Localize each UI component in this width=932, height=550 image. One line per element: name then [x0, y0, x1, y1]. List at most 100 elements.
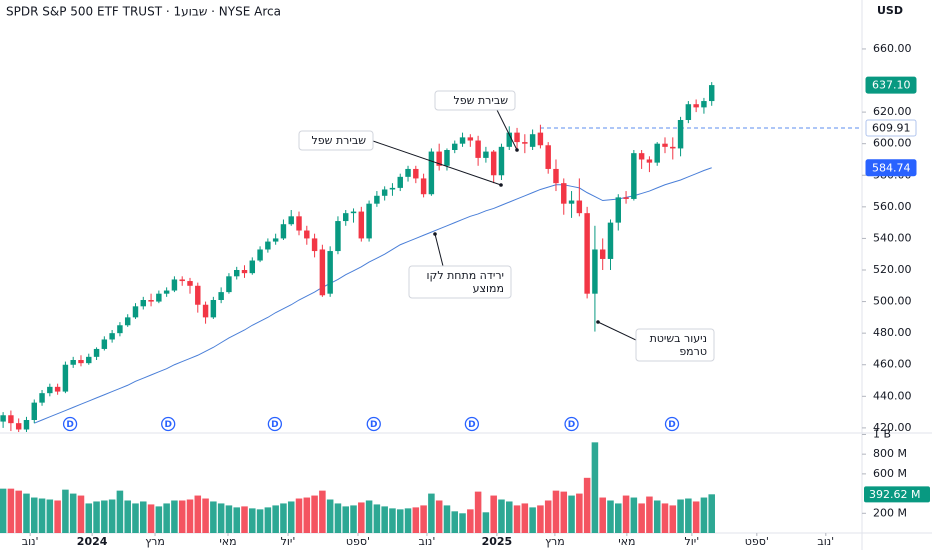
volume-bar: [607, 500, 614, 533]
candle-body: [514, 132, 520, 143]
volume-bar: [653, 500, 661, 533]
volume-bar: [264, 507, 272, 533]
volume-bar: [591, 442, 599, 533]
candle-body: [179, 279, 185, 282]
candle-body: [15, 423, 22, 430]
candle-body: [86, 356, 92, 364]
annotation-text: טרמפ: [679, 345, 707, 358]
candle-body: [459, 137, 466, 144]
volume-bar: [505, 501, 513, 533]
candle-body: [420, 178, 427, 195]
x-tick-label: 2024: [77, 535, 108, 548]
annotation-text: ממוצע: [473, 282, 504, 295]
annotation-connector: [372, 140, 502, 186]
candle-body: [124, 317, 131, 326]
volume-bar: [69, 493, 77, 533]
candle-body: [599, 249, 606, 259]
overlay: D D D D D D D שבירת שפל שבירת שפל ירידה מתחת לקומ…: [62, 90, 715, 432]
candle-body: [467, 137, 474, 141]
volume-bar: [171, 500, 178, 533]
volume-bar: [287, 501, 295, 533]
volume-bar: [669, 505, 677, 533]
candle-body: [335, 221, 341, 252]
volume-bar: [272, 505, 279, 533]
candle-body: [23, 420, 30, 430]
annotation-connector: [597, 321, 637, 341]
x-tick-label: נוב': [817, 535, 834, 548]
volume-bar: [708, 494, 715, 533]
candle-body: [537, 132, 544, 146]
dividend-label: D: [164, 420, 171, 430]
dividend-label: D: [271, 420, 278, 430]
candle-body: [568, 200, 575, 204]
volume-bar: [552, 490, 560, 533]
candle-body: [374, 195, 380, 204]
annotation-box: [434, 90, 516, 111]
candle-body: [343, 213, 349, 222]
dividend-marker: [664, 416, 680, 432]
volume-bar: [140, 501, 147, 533]
x-tick-label: מאי: [618, 535, 635, 548]
dividend-marker: [564, 416, 579, 432]
volume-bar: [381, 506, 388, 533]
candle-body: [280, 224, 287, 239]
volume-bar: [280, 503, 287, 533]
volume-bar: [583, 477, 591, 533]
y-tick-label: 420.00: [873, 421, 912, 434]
dividend-label: D: [66, 420, 73, 430]
volume-bar: [498, 499, 505, 533]
candle-body: [607, 222, 614, 259]
volume-bar: [622, 495, 630, 533]
volume-bar: [85, 503, 93, 533]
candle-body: [93, 348, 100, 357]
volume-bar: [482, 512, 490, 533]
candle-body: [358, 211, 365, 239]
y-tick-label: 500.00: [873, 295, 912, 308]
volume-bar: [7, 488, 15, 533]
volume-bar: [576, 493, 583, 533]
candle-body: [405, 168, 411, 177]
volume-bar: [155, 506, 163, 533]
candle-body: [413, 168, 419, 179]
candle-body: [31, 402, 37, 420]
annotation-anchor: [433, 232, 437, 236]
volume-bar: [646, 496, 653, 533]
candle-body: [483, 151, 489, 158]
volume-tick-label: 1 B: [873, 427, 891, 440]
candle-body: [47, 386, 53, 394]
candle-body: [109, 333, 115, 340]
candle-body: [646, 159, 653, 163]
x-tick-label: מרץ: [545, 535, 565, 548]
dividend-marker: [464, 416, 480, 432]
x-tick-label: ספט': [346, 535, 370, 548]
candle-body: [265, 241, 271, 250]
candle-body: [187, 281, 193, 286]
volume-bar: [311, 495, 318, 533]
annotation-text: ירידה מתחת לקו: [427, 269, 504, 282]
candle-body: [304, 230, 310, 239]
volume-tick-label: 800 M: [873, 447, 907, 460]
candle-body: [257, 249, 263, 261]
candle-body: [677, 120, 684, 149]
y-tick-label: 560.00: [873, 200, 912, 213]
volume-bar: [202, 498, 209, 533]
volume-bar: [350, 505, 357, 533]
candle-body: [8, 415, 14, 424]
candle-body: [475, 140, 481, 158]
volume-bar: [334, 503, 342, 533]
volume-tick-label: 600 M: [873, 467, 907, 480]
volume-bar: [54, 500, 61, 533]
volume-bar: [108, 499, 116, 533]
candle-body: [249, 260, 256, 274]
candle-body: [311, 238, 318, 252]
dividend-marker: [161, 416, 176, 432]
x-tick-label: יול': [281, 535, 296, 548]
candle-body: [592, 249, 598, 294]
volume-bar: [358, 502, 365, 533]
candle-body: [381, 189, 388, 196]
candle-body: [545, 145, 551, 169]
dividend-label: D: [370, 420, 377, 430]
volume-bar: [615, 503, 622, 533]
volume-bar: [178, 500, 186, 533]
volume-bar: [62, 489, 69, 533]
